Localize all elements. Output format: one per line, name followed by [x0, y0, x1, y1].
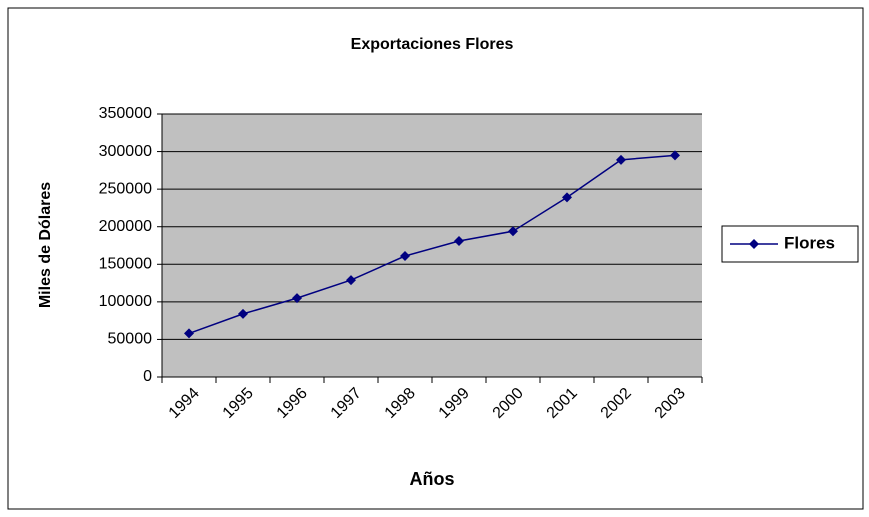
point: [616, 154, 626, 165]
point: [562, 192, 572, 203]
y-tick-label: 100000: [99, 293, 152, 310]
chart-title: Exportaciones Flores: [351, 36, 514, 53]
point: [238, 308, 248, 319]
y-tick-label: 350000: [99, 105, 152, 122]
point: [400, 251, 410, 262]
y-tick-label: 250000: [99, 180, 152, 197]
plot-area: [162, 114, 702, 377]
y-tick-label: 300000: [99, 143, 152, 160]
y-tick-label: 150000: [99, 256, 152, 273]
line-series: [188, 154, 676, 335]
point: [292, 293, 302, 304]
point: [184, 328, 194, 339]
y-tick-label: 200000: [99, 218, 152, 235]
y-tick-label: 0: [143, 368, 152, 385]
legend-marker: [749, 239, 759, 249]
point: [670, 150, 680, 161]
legend-label: Flores: [784, 233, 835, 252]
point: [454, 235, 464, 246]
point: [346, 275, 356, 286]
legend: [721, 225, 859, 263]
point: [508, 226, 518, 237]
x-axis-label: Años: [410, 469, 455, 489]
y-tick-label: 50000: [108, 331, 153, 348]
y-axis-label: Miles de Dólares: [37, 182, 54, 308]
